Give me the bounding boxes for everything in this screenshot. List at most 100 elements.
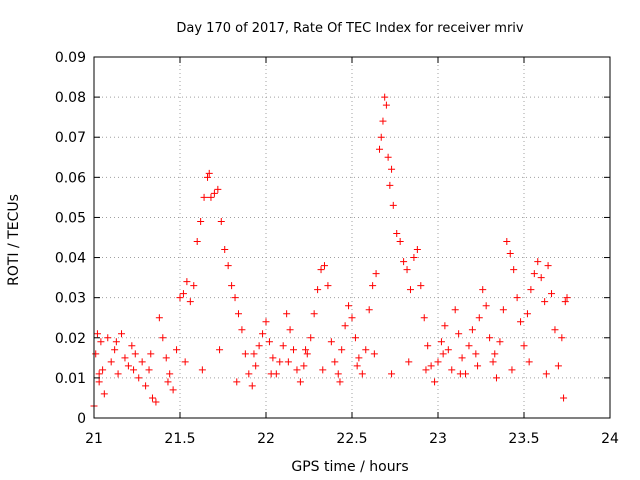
data-point: [276, 358, 284, 366]
data-point: [331, 358, 339, 366]
data-point: [124, 362, 132, 370]
data-point: [448, 366, 456, 374]
data-point: [214, 185, 222, 193]
data-point: [365, 306, 373, 314]
data-point: [358, 370, 366, 378]
data-point: [456, 370, 464, 378]
data-point: [269, 354, 277, 362]
data-point: [513, 294, 521, 302]
data-point: [382, 101, 390, 109]
data-point: [250, 350, 258, 358]
data-point: [114, 370, 122, 378]
data-point: [173, 346, 181, 354]
data-point: [525, 358, 533, 366]
data-point: [307, 334, 315, 342]
y-tick-label: 0.05: [55, 210, 86, 226]
x-tick-label: 21.5: [164, 431, 195, 447]
data-point: [458, 354, 466, 362]
data-point: [138, 358, 146, 366]
y-tick-label: 0: [77, 411, 86, 427]
data-point: [523, 310, 531, 318]
data-point: [465, 342, 473, 350]
data-point: [334, 370, 342, 378]
gridlines: [94, 57, 610, 418]
data-point: [324, 282, 332, 290]
data-point: [190, 282, 198, 290]
data-point: [437, 338, 445, 346]
data-point: [348, 314, 356, 322]
data-point: [204, 173, 212, 181]
data-point: [506, 250, 514, 258]
data-point: [255, 342, 263, 350]
data-point: [345, 302, 353, 310]
data-point: [386, 181, 394, 189]
data-point: [439, 350, 447, 358]
data-point: [424, 342, 432, 350]
data-point: [224, 262, 232, 270]
data-point: [472, 350, 480, 358]
data-point: [362, 346, 370, 354]
data-point: [542, 370, 550, 378]
y-tick-label: 0.07: [55, 130, 86, 146]
x-tick-label: 23: [429, 431, 447, 447]
data-point: [405, 358, 413, 366]
data-point: [319, 366, 327, 374]
data-point: [155, 314, 163, 322]
data-point: [248, 382, 256, 390]
data-point: [210, 189, 218, 197]
data-point: [530, 270, 538, 278]
data-point: [93, 330, 101, 338]
data-point: [145, 366, 153, 374]
data-point: [413, 246, 421, 254]
data-point: [293, 366, 301, 374]
data-point: [369, 282, 377, 290]
data-point: [95, 370, 103, 378]
data-point: [499, 306, 507, 314]
data-point: [135, 374, 143, 382]
data-point: [107, 358, 115, 366]
data-point: [241, 350, 249, 358]
data-point: [207, 193, 215, 201]
data-point: [128, 342, 136, 350]
chart-title: Day 170 of 2017, Rate Of TEC Index for r…: [176, 21, 524, 36]
data-point: [489, 358, 497, 366]
data-point: [121, 354, 129, 362]
data-point: [508, 366, 516, 374]
data-point: [111, 346, 119, 354]
data-point: [118, 330, 126, 338]
data-point: [200, 193, 208, 201]
data-point: [198, 366, 206, 374]
data-point: [355, 354, 363, 362]
data-point: [131, 350, 139, 358]
data-point: [193, 238, 201, 246]
data-point: [216, 346, 224, 354]
y-tick-label: 0.03: [55, 291, 86, 307]
data-point: [393, 229, 401, 237]
data-point: [353, 362, 361, 370]
data-point: [427, 362, 435, 370]
data-point: [517, 318, 525, 326]
data-point: [166, 370, 174, 378]
data-point: [563, 294, 571, 302]
data-point: [560, 394, 568, 402]
data-point: [420, 314, 428, 322]
data-point: [152, 398, 160, 406]
data-point: [99, 366, 107, 374]
y-tick-label: 0.01: [55, 371, 86, 387]
data-point: [142, 382, 150, 390]
data-point: [561, 298, 569, 306]
data-point: [341, 322, 349, 330]
data-point: [379, 117, 387, 125]
data-point: [233, 378, 241, 386]
data-point: [482, 302, 490, 310]
data-point: [176, 294, 184, 302]
data-point: [403, 266, 411, 274]
data-point: [147, 350, 155, 358]
x-axis-label: GPS time / hours: [291, 459, 408, 475]
data-point: [284, 358, 292, 366]
data-point: [474, 362, 482, 370]
data-point: [164, 378, 172, 386]
data-point: [231, 294, 239, 302]
data-point: [228, 282, 236, 290]
